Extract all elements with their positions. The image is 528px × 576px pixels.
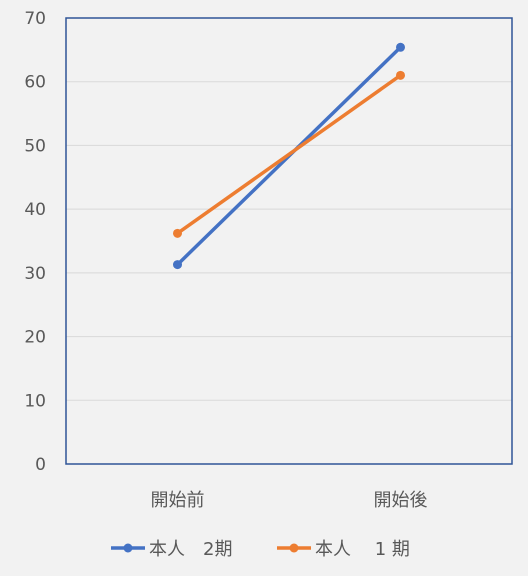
y-tick-label: 50	[24, 136, 46, 156]
gridlines	[66, 81, 512, 401]
plot-frame	[65, 17, 513, 465]
y-tick-label: 60	[24, 73, 46, 93]
data-point	[173, 260, 182, 270]
legend-label: 本人 2期	[149, 539, 232, 560]
legend-marker	[123, 543, 133, 553]
legend-label: 本人 1 期	[315, 539, 410, 560]
legend: 本人 2期 本人 1 期	[111, 539, 410, 560]
y-tick-label: 20	[24, 328, 46, 348]
y-tick-label: 40	[24, 200, 46, 220]
y-tick-label: 30	[24, 264, 46, 284]
data-point	[396, 70, 405, 80]
x-axis-categories: 開始前 開始後	[151, 490, 428, 511]
y-axis-ticks: 0 10 20 30 40 50 60 70	[24, 9, 46, 475]
y-tick-label: 10	[24, 391, 46, 411]
x-category-label: 開始後	[374, 490, 428, 511]
data-point	[396, 42, 405, 52]
x-category-label: 開始前	[151, 490, 205, 511]
legend-marker	[289, 543, 299, 553]
data-point	[173, 228, 182, 238]
series	[173, 42, 405, 270]
y-tick-label: 0	[35, 455, 46, 475]
y-tick-label: 70	[24, 9, 46, 29]
series-line	[175, 73, 403, 236]
